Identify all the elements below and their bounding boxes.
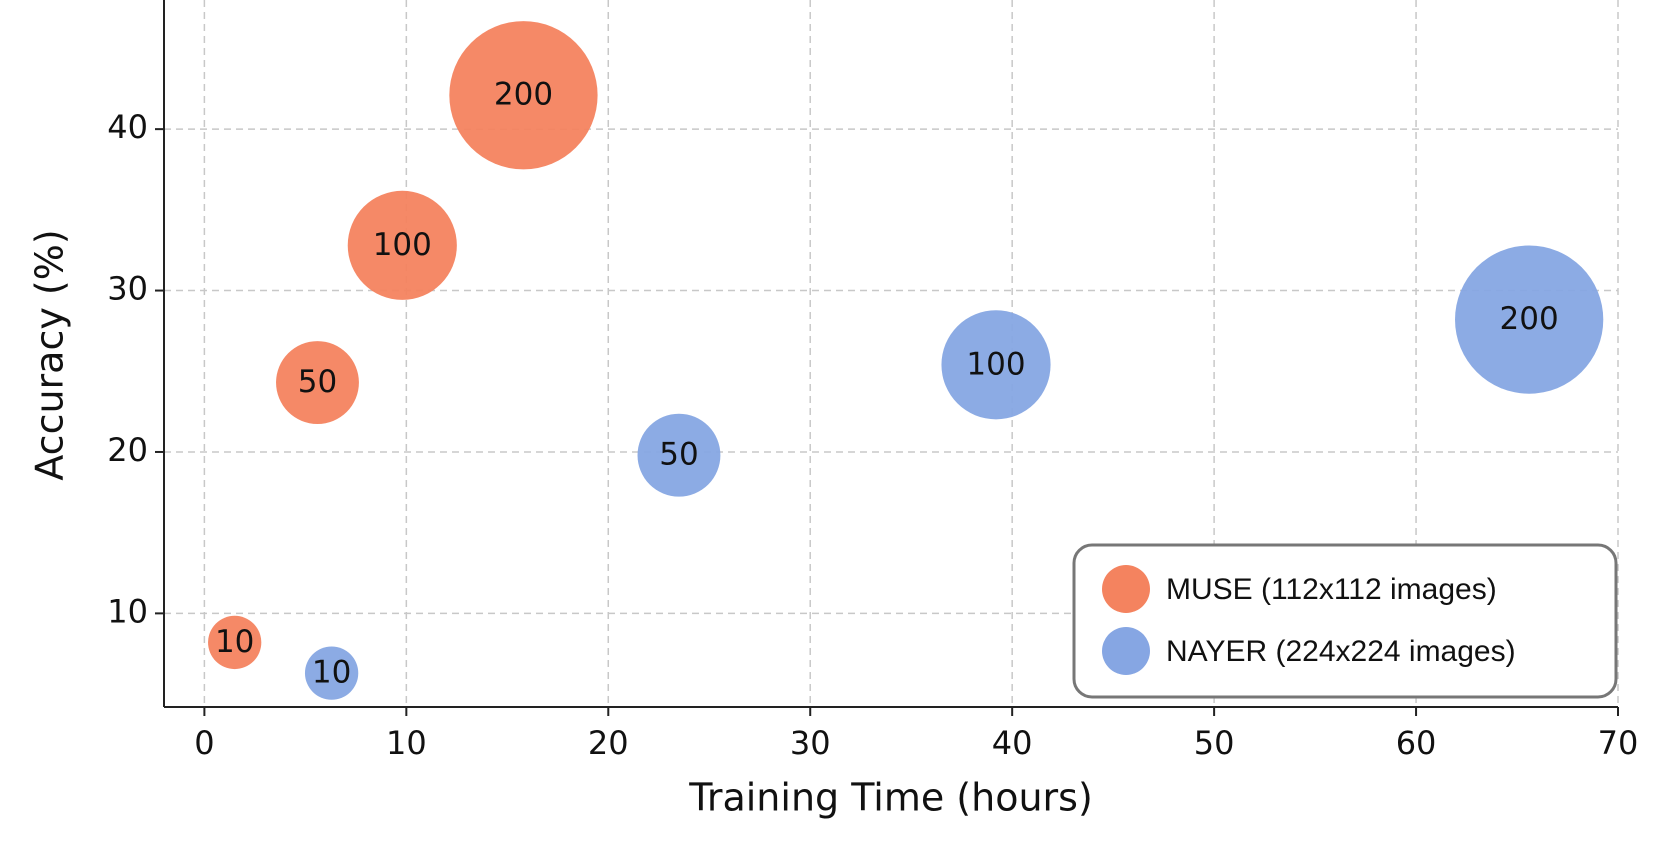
bubble xyxy=(637,413,721,497)
bubble-label: 50 xyxy=(298,364,337,400)
legend-marker xyxy=(1102,627,1150,675)
bubble-label: 10 xyxy=(312,655,351,691)
legend: MUSE (112x112 images) NAYER (224x224 imag… xyxy=(1072,543,1618,699)
x-tick-label: 30 xyxy=(790,724,831,762)
y-tick-label: 30 xyxy=(107,270,148,308)
legend-label: NAYER (224x224 images) xyxy=(1166,635,1516,668)
legend-marker xyxy=(1102,565,1150,613)
y-tick-label: 20 xyxy=(107,431,148,469)
x-tick-label: 0 xyxy=(194,724,214,762)
x-tick-label: 10 xyxy=(386,724,427,762)
x-tick-label: 40 xyxy=(992,724,1033,762)
bubble-label: 100 xyxy=(966,346,1025,382)
y-tick-label: 10 xyxy=(107,592,148,630)
legend-label: MUSE (112x112 images) xyxy=(1166,573,1497,606)
x-tick-label: 70 xyxy=(1598,724,1639,762)
bubble xyxy=(941,310,1051,420)
bubble-label: 50 xyxy=(659,437,698,473)
x-tick-label: 60 xyxy=(1396,724,1437,762)
x-tick-label: 50 xyxy=(1194,724,1235,762)
y-axis-label: Accuracy (%) xyxy=(28,229,72,480)
bubble xyxy=(347,190,457,300)
bubble xyxy=(449,21,598,170)
bubble-label: 100 xyxy=(373,227,432,263)
x-axis-label: Training Time (hours) xyxy=(688,776,1093,820)
bubble xyxy=(304,646,359,700)
legend-box xyxy=(1072,543,1618,699)
bubble-label: 200 xyxy=(494,77,553,113)
bubble-label: 10 xyxy=(215,624,254,660)
bubble xyxy=(276,341,359,424)
bubble xyxy=(208,615,262,670)
y-tick-label: 40 xyxy=(107,108,148,146)
bubble xyxy=(1455,245,1604,394)
bubble-label: 200 xyxy=(1500,301,1559,337)
x-tick-label: 20 xyxy=(588,724,629,762)
